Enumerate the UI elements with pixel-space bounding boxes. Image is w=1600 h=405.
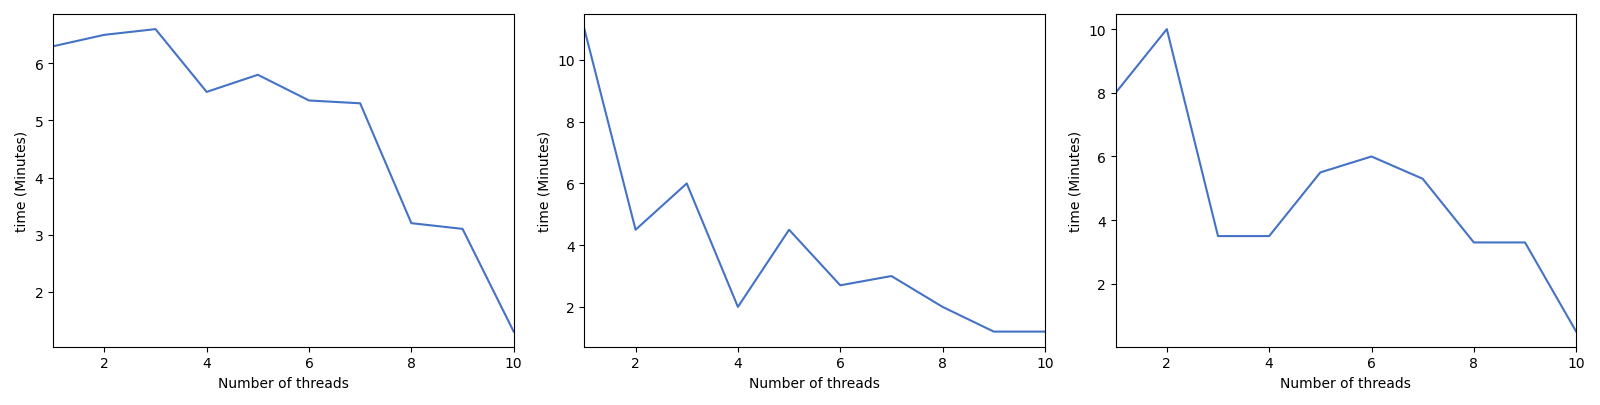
X-axis label: Number of threads: Number of threads: [218, 376, 349, 390]
Y-axis label: time (Minutes): time (Minutes): [14, 130, 29, 231]
X-axis label: Number of threads: Number of threads: [1280, 376, 1411, 390]
X-axis label: Number of threads: Number of threads: [749, 376, 880, 390]
Y-axis label: time (Minutes): time (Minutes): [1069, 130, 1083, 231]
Y-axis label: time (Minutes): time (Minutes): [538, 130, 552, 231]
